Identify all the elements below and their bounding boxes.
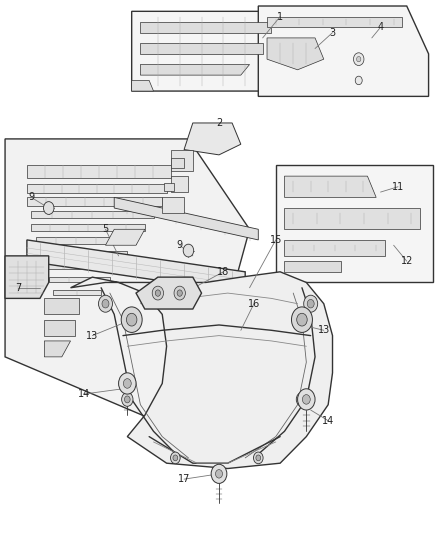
Text: 13: 13 (86, 330, 99, 341)
Polygon shape (141, 22, 272, 33)
Text: 11: 11 (392, 182, 404, 192)
Polygon shape (44, 298, 79, 314)
Circle shape (291, 307, 312, 333)
Circle shape (304, 295, 318, 312)
Text: 9: 9 (177, 240, 183, 250)
Polygon shape (5, 256, 49, 298)
Circle shape (170, 452, 180, 464)
Polygon shape (276, 165, 433, 282)
Polygon shape (267, 38, 324, 70)
Polygon shape (184, 123, 241, 155)
Polygon shape (44, 264, 119, 269)
Polygon shape (27, 184, 166, 192)
Polygon shape (49, 277, 110, 282)
Text: 7: 7 (15, 283, 21, 293)
Polygon shape (285, 176, 376, 197)
Circle shape (122, 392, 133, 406)
Circle shape (307, 300, 314, 308)
Circle shape (296, 392, 307, 406)
Polygon shape (258, 6, 428, 96)
Circle shape (99, 295, 113, 312)
Polygon shape (114, 197, 258, 240)
Circle shape (155, 290, 160, 296)
Polygon shape (44, 341, 71, 357)
Text: 12: 12 (401, 256, 413, 266)
Circle shape (211, 464, 227, 483)
Polygon shape (163, 182, 174, 191)
Text: 4: 4 (378, 22, 384, 33)
Circle shape (43, 201, 54, 214)
Text: 16: 16 (248, 298, 260, 309)
Circle shape (256, 455, 261, 461)
Polygon shape (27, 197, 162, 206)
Circle shape (297, 313, 307, 326)
Text: 17: 17 (178, 474, 190, 484)
Polygon shape (141, 64, 250, 75)
Text: 3: 3 (329, 28, 336, 38)
Text: 14: 14 (322, 416, 334, 426)
Polygon shape (162, 197, 184, 213)
Polygon shape (71, 272, 332, 469)
Polygon shape (285, 208, 420, 229)
Polygon shape (285, 261, 341, 272)
Polygon shape (171, 150, 193, 171)
Circle shape (127, 313, 137, 326)
Circle shape (357, 56, 361, 62)
Text: 2: 2 (216, 118, 222, 128)
Polygon shape (285, 240, 385, 256)
Circle shape (124, 396, 130, 403)
Circle shape (183, 244, 194, 257)
Polygon shape (141, 43, 263, 54)
Polygon shape (31, 224, 145, 231)
Polygon shape (171, 158, 184, 167)
Circle shape (102, 300, 109, 308)
Polygon shape (171, 176, 188, 192)
Polygon shape (35, 237, 136, 244)
Circle shape (119, 373, 136, 394)
Text: 1: 1 (277, 12, 283, 22)
Circle shape (152, 286, 163, 300)
Text: 14: 14 (78, 389, 90, 399)
Circle shape (299, 396, 305, 403)
Circle shape (215, 470, 223, 478)
Circle shape (254, 452, 263, 464)
Circle shape (353, 53, 364, 66)
Text: 15: 15 (269, 235, 282, 245)
Polygon shape (132, 11, 297, 91)
Circle shape (355, 76, 362, 85)
Text: 9: 9 (28, 192, 34, 203)
Circle shape (173, 455, 178, 461)
Circle shape (177, 290, 182, 296)
Polygon shape (44, 320, 75, 336)
Circle shape (302, 394, 310, 404)
Polygon shape (136, 277, 201, 309)
Polygon shape (132, 80, 153, 91)
Polygon shape (27, 165, 171, 178)
Polygon shape (267, 17, 403, 27)
Polygon shape (106, 229, 145, 245)
Polygon shape (40, 251, 127, 256)
Polygon shape (5, 139, 250, 437)
Polygon shape (31, 211, 153, 218)
Circle shape (124, 378, 131, 388)
Text: 5: 5 (102, 224, 109, 235)
Polygon shape (53, 290, 101, 295)
Circle shape (121, 307, 142, 333)
Polygon shape (27, 240, 245, 293)
Circle shape (297, 389, 315, 410)
Circle shape (174, 286, 185, 300)
Text: 18: 18 (217, 267, 230, 277)
Text: 13: 13 (318, 325, 330, 335)
